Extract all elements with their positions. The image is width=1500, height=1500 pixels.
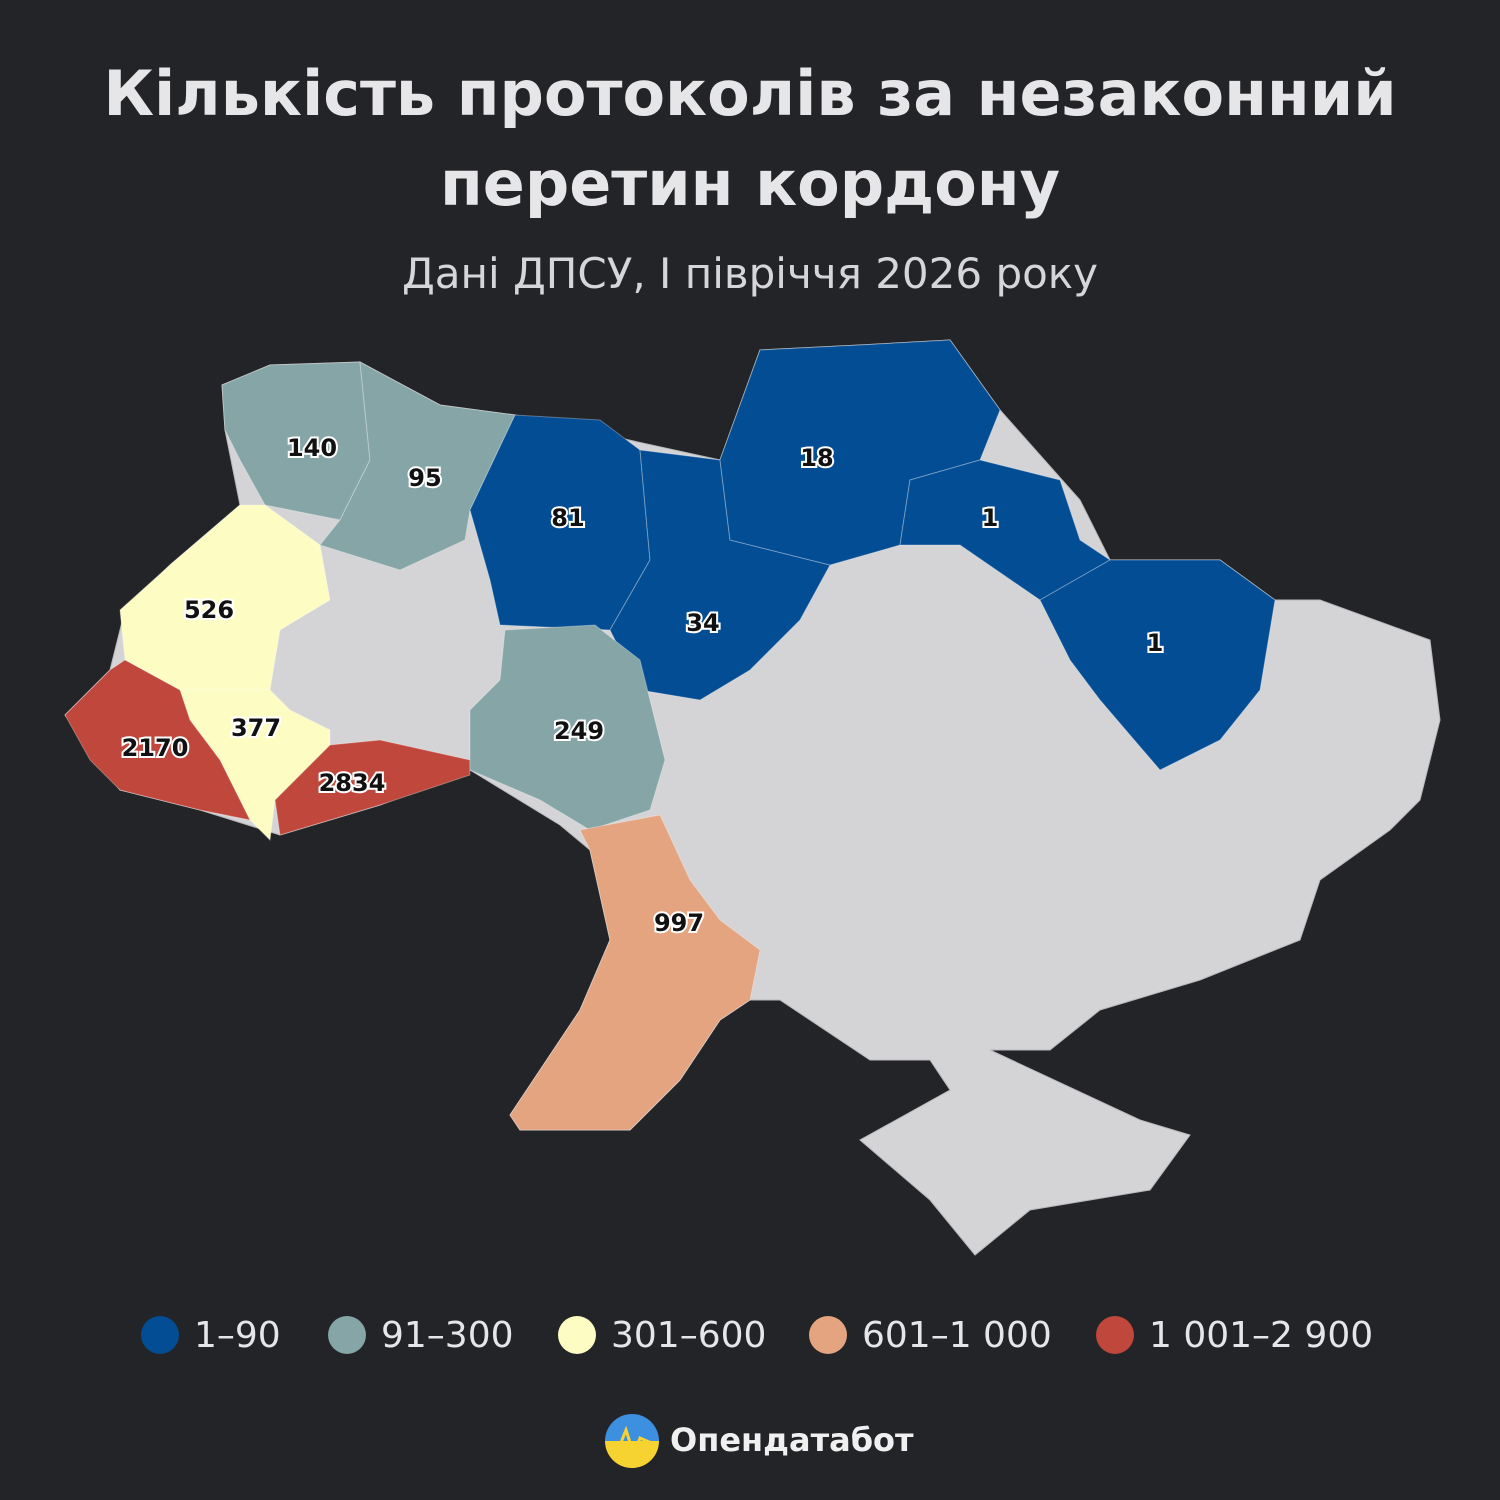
legend-label: 1–90: [194, 1315, 281, 1356]
region-value: 526: [184, 596, 234, 624]
legend-label: 91–300: [381, 1315, 514, 1356]
region-value: 377: [231, 714, 281, 742]
title: Кількість протоколів за незаконний: [103, 57, 1396, 130]
region-value: 140: [287, 434, 337, 462]
title: перетин кордону: [440, 147, 1060, 220]
logo-wave: [608, 1425, 657, 1460]
brand: Опендатабот: [670, 1421, 914, 1459]
region-value: 1: [1147, 629, 1164, 657]
region-value: 2170: [122, 734, 189, 762]
region: [64, 659, 251, 821]
region-value: 34: [686, 609, 719, 637]
legend-swatch: [1096, 1316, 1134, 1354]
region-value: 2834: [319, 769, 386, 797]
legend-swatch: [141, 1316, 179, 1354]
region-value: 95: [408, 464, 441, 492]
region: [319, 361, 516, 571]
map: 140 95 81 34 18 1 1 526 377 2170 2834 249 997: [64, 339, 1441, 1256]
region: [274, 739, 471, 836]
region-value: 81: [551, 504, 584, 532]
legend-label: 601–1 000: [862, 1315, 1052, 1356]
region-value: 997: [654, 909, 704, 937]
region-value: 18: [800, 444, 833, 472]
legend-swatch: [328, 1316, 366, 1354]
legend-label: 301–600: [611, 1315, 766, 1356]
subtitle: Дані ДПСУ, І півріччя 2026 року: [402, 249, 1098, 298]
legend-label: 1 001–2 900: [1149, 1315, 1373, 1356]
legend-swatch: [809, 1316, 847, 1354]
legend-swatch: [558, 1316, 596, 1354]
region-value: 1: [982, 504, 999, 532]
logo: [605, 1414, 659, 1468]
region: [1039, 559, 1276, 771]
region: [509, 814, 761, 1131]
legend: 1–90 91–300 301–600 601–1 000 1 001–2 900: [141, 1315, 1373, 1356]
region-value: 249: [554, 717, 604, 745]
